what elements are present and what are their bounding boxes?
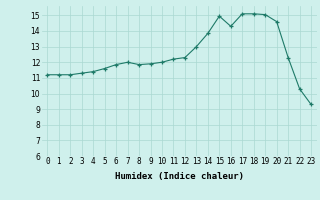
X-axis label: Humidex (Indice chaleur): Humidex (Indice chaleur) [115, 172, 244, 181]
